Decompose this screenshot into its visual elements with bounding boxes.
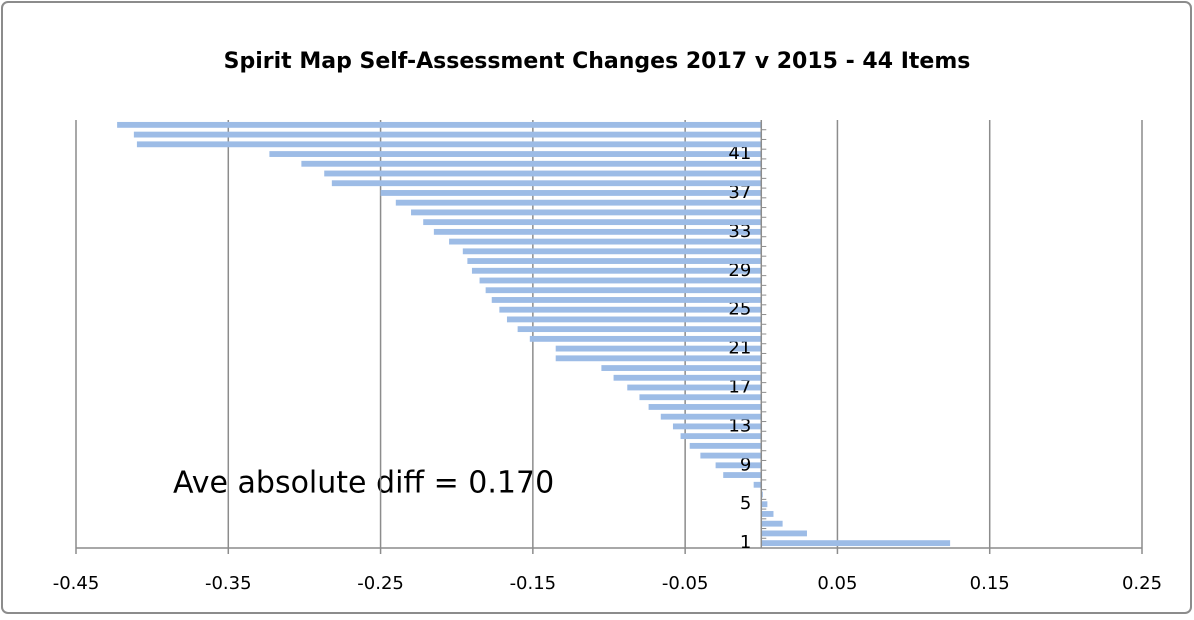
bar [433, 228, 762, 235]
y-tick-label: 17 [728, 377, 751, 398]
bar [627, 384, 762, 391]
bar [613, 374, 762, 381]
bar [479, 277, 762, 284]
x-tick-label: 0.05 [817, 573, 857, 594]
x-tick-label: -0.45 [53, 573, 100, 594]
bar [423, 219, 762, 226]
bar [639, 394, 762, 401]
y-tick-label: 21 [728, 338, 751, 359]
x-tick-label: 0.15 [970, 573, 1010, 594]
bar [380, 190, 762, 196]
y-tick-label: 25 [728, 299, 751, 320]
bar [529, 335, 762, 342]
bar [555, 355, 762, 362]
bar [467, 258, 762, 264]
bar [700, 452, 762, 459]
bar [395, 199, 762, 206]
bar [517, 326, 762, 333]
x-tick-label: -0.15 [510, 573, 557, 594]
x-tick-label: -0.25 [357, 573, 404, 594]
bar [471, 267, 762, 274]
x-tick-label: 0.25 [1122, 573, 1162, 594]
bar [485, 287, 762, 294]
bar [601, 365, 762, 371]
bar [761, 540, 951, 547]
bar [411, 209, 762, 216]
x-tick-label: -0.35 [205, 573, 252, 594]
bar [660, 413, 762, 420]
bar [491, 297, 762, 303]
bar [269, 151, 762, 157]
bar [133, 131, 762, 138]
y-tick-label: 41 [728, 143, 751, 164]
bar [331, 180, 762, 187]
chart-title: Spirit Map Self-Assessment Changes 2017 … [224, 49, 971, 74]
y-tick-label: 37 [728, 182, 751, 203]
bar [761, 511, 774, 517]
bar [761, 501, 768, 508]
bar [689, 442, 762, 449]
bar [753, 481, 762, 488]
bar [761, 491, 763, 498]
y-tick-label: 29 [728, 260, 751, 281]
bar [680, 433, 762, 440]
bar [723, 472, 762, 478]
bar [324, 170, 762, 177]
bar [761, 530, 807, 537]
bar [648, 404, 762, 410]
annotation: Ave absolute diff = 0.170 [173, 466, 554, 501]
bar [301, 160, 762, 167]
bar [506, 316, 762, 323]
y-tick-label: 9 [740, 454, 751, 475]
y-tick-label: 13 [728, 415, 751, 436]
bar [449, 238, 762, 245]
y-tick-label: 1 [740, 532, 751, 553]
y-tick-label: 33 [728, 221, 751, 242]
bar [462, 248, 762, 255]
bar [136, 141, 762, 148]
bar [117, 121, 762, 128]
bar [499, 306, 762, 313]
bar [555, 345, 762, 352]
bar [715, 462, 762, 469]
x-tick-label: -0.05 [662, 573, 709, 594]
bar [761, 520, 783, 527]
bar [672, 423, 762, 430]
y-tick-label: 5 [740, 493, 751, 514]
